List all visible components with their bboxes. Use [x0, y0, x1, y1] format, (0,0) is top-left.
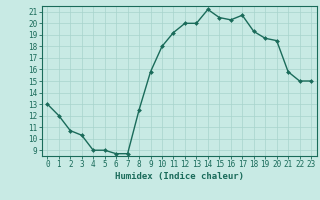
X-axis label: Humidex (Indice chaleur): Humidex (Indice chaleur) [115, 172, 244, 181]
